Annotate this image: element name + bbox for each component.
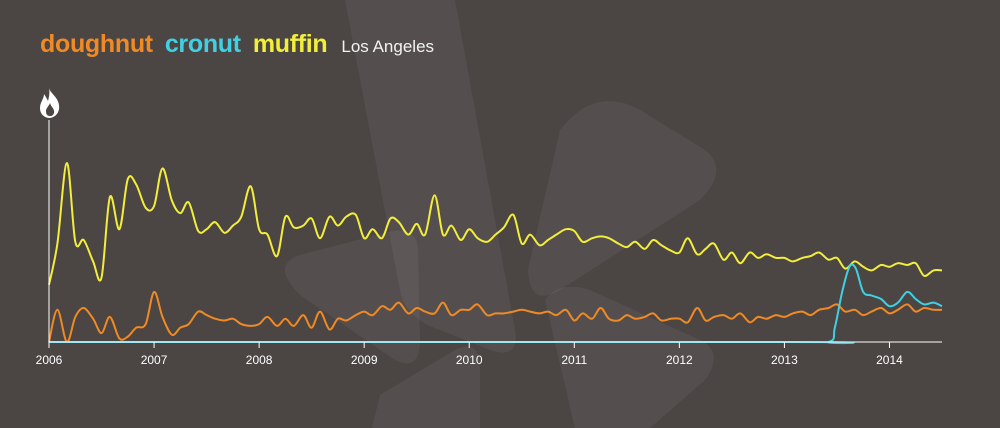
flame-icon (40, 88, 60, 118)
chart-legend: doughnut cronut muffin Los Angeles (40, 30, 434, 59)
x-tick-label: 2009 (351, 353, 378, 367)
x-tick-label: 2013 (771, 353, 798, 367)
x-tick-label: 2011 (561, 353, 587, 367)
x-tick-label: 2006 (36, 353, 63, 367)
series-line-cronut (48, 263, 943, 345)
legend-term-muffin: muffin (252, 30, 328, 58)
legend-term-doughnut: doughnut (40, 30, 153, 58)
legend-term-cronut: cronut (164, 30, 241, 58)
x-tick-label: 2007 (141, 353, 168, 367)
x-tick-layer: 2006 2007 2008 2009 2010 2011 2012 2013 2014 (36, 342, 903, 367)
x-tick-label: 2008 (246, 353, 273, 367)
series-line-muffin (48, 161, 943, 285)
x-tick-label: 2010 (456, 353, 483, 367)
x-tick-label: 2012 (666, 353, 693, 367)
location-label: Los Angeles (341, 37, 435, 56)
x-tick-label: 2014 (876, 353, 903, 367)
series-layer (48, 161, 943, 345)
series-line-doughnut (48, 290, 943, 344)
